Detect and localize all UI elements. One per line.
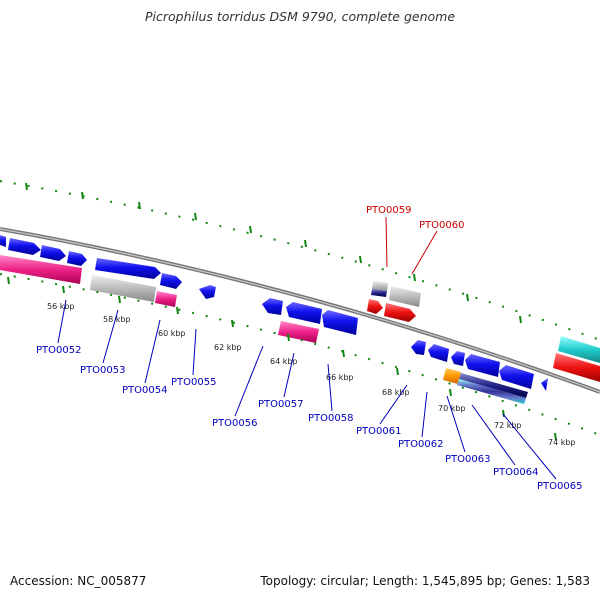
gene-label-pto0059: PTO0059 (366, 205, 411, 216)
kbp-label: 70 kbp (438, 404, 466, 413)
inner-scale-track (0, 273, 600, 436)
gene-forward-6 (160, 273, 182, 289)
kbp-label: 74 kbp (548, 438, 576, 447)
gene-forward-pto0059b (371, 289, 387, 297)
gene-forward-5 (95, 258, 161, 279)
map-title: Picrophilus torridus DSM 9790, complete … (144, 9, 456, 24)
kbp-label: 56 kbp (47, 302, 75, 311)
gene-orange (443, 368, 461, 384)
kbp-label: 60 kbp (158, 329, 186, 338)
kbp-label: 66 kbp (326, 373, 354, 382)
genome-summary-text: Topology: circular; Length: 1,545,895 bp… (260, 574, 590, 588)
kbp-labels: 56 kbp 58 kbp 60 kbp 62 kbp 64 kbp 66 kb… (47, 302, 576, 447)
gene-reverse-1 (199, 285, 216, 299)
gene-reverse-6 (428, 344, 449, 362)
label-leader-lines (57, 216, 557, 480)
gene-reverse-2 (262, 298, 283, 315)
gene-forward-4 (67, 251, 87, 266)
gene-labels[interactable]: PTO0052 PTO0053 PTO0054 PTO0055 PTO0056 … (36, 205, 582, 492)
gene-label-pto0062: PTO0062 (398, 439, 443, 450)
gene-reverse-3 (286, 302, 322, 324)
kbp-label: 72 kbp (494, 421, 522, 430)
gene-label-pto0053: PTO0053 (80, 365, 125, 376)
gene-reverse-5 (411, 340, 426, 355)
kbp-label: 58 kbp (103, 315, 131, 324)
kbp-label: 62 kbp (214, 343, 242, 352)
gene-label-pto0056: PTO0056 (212, 418, 257, 429)
kbp-label: 64 kbp (270, 357, 298, 366)
gene-forward-red-2 (384, 303, 416, 322)
genome-backbone (0, 227, 600, 394)
gene-forward-pto0059 (372, 281, 388, 292)
inner-major-ticks (7, 276, 557, 441)
gene-forward-3 (40, 245, 66, 261)
gene-pink-2 (155, 291, 177, 307)
gene-reverse-8 (465, 354, 500, 377)
gene-forward-1 (0, 235, 6, 247)
accession-text: Accession: NC_005877 (10, 574, 147, 588)
gene-forward-red-1 (367, 299, 383, 314)
gene-label-pto0065: PTO0065 (537, 481, 582, 492)
gene-label-pto0060: PTO0060 (419, 220, 464, 231)
gene-navy (459, 373, 528, 398)
gene-forward-cyan (558, 336, 600, 363)
gene-stripe (457, 379, 526, 404)
reverse-strand-genes[interactable] (0, 255, 548, 404)
gene-label-pto0064: PTO0064 (493, 467, 538, 478)
gene-pink-1 (0, 255, 82, 284)
gene-label-pto0054: PTO0054 (122, 385, 167, 396)
gene-reverse-4 (322, 310, 358, 335)
gene-reverse-9 (499, 365, 534, 389)
gene-label-pto0055: PTO0055 (171, 377, 216, 388)
gene-label-pto0052: PTO0052 (36, 345, 81, 356)
gene-pink-3 (278, 321, 319, 343)
kbp-label: 68 kbp (382, 388, 410, 397)
gene-reverse-small (541, 378, 548, 391)
forward-strand-genes[interactable] (0, 235, 600, 382)
gene-forward-pto0060 (389, 286, 421, 307)
gene-label-pto0057: PTO0057 (258, 399, 303, 410)
gene-forward-2 (8, 238, 41, 255)
gene-gray-1 (90, 275, 156, 302)
gene-label-pto0063: PTO0063 (445, 454, 490, 465)
gene-label-pto0061: PTO0061 (356, 426, 401, 437)
gene-forward-red-3 (553, 353, 600, 382)
gene-reverse-7 (451, 351, 465, 366)
gene-label-pto0058: PTO0058 (308, 413, 353, 424)
outer-scale-track (0, 180, 600, 341)
